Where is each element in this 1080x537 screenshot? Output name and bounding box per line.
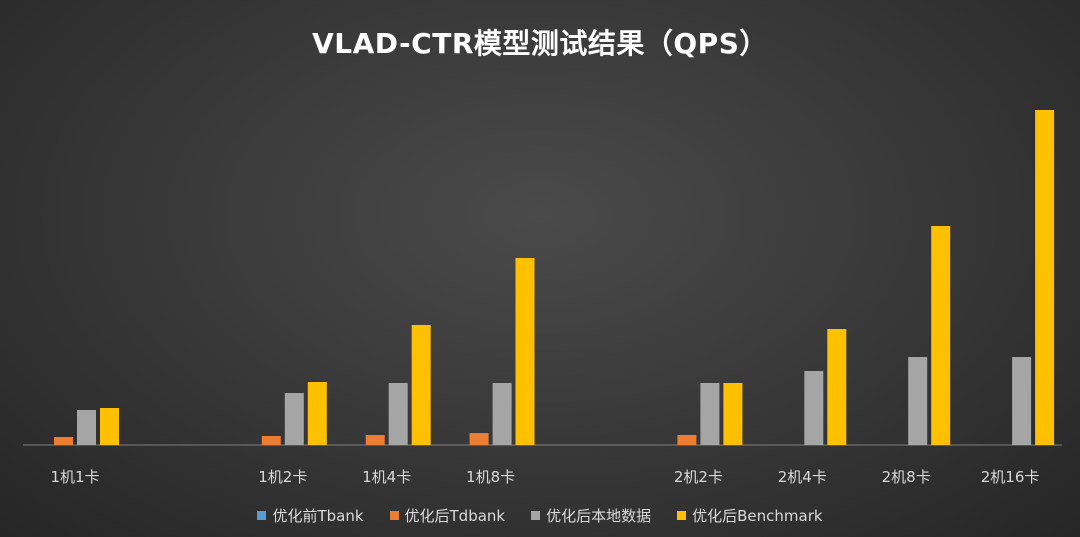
x-tick-label: 1机8卡 xyxy=(466,468,515,486)
legend-label: 优化前Tbank xyxy=(272,507,364,525)
bar-3-2 xyxy=(307,382,327,445)
bars-layer xyxy=(54,110,1055,445)
legend-label: 优化后Tdbank xyxy=(404,507,506,525)
bar-1-3 xyxy=(365,435,385,445)
x-tick-labels: 1机1卡 1机2卡 1机4卡 1机8卡 2机2卡 2机4卡 2机8卡 2机16卡 xyxy=(50,468,1039,486)
legend-swatch xyxy=(389,511,399,520)
x-tick-label: 2机4卡 xyxy=(778,468,827,486)
bar-2-9 xyxy=(1012,357,1032,445)
bar-3-4 xyxy=(515,258,535,445)
legend-item: 优化前Tbank xyxy=(257,505,364,526)
bar-2-3 xyxy=(388,383,408,445)
x-tick-label: 2机2卡 xyxy=(674,468,723,486)
bar-1-0 xyxy=(54,437,73,445)
x-tick-label: 2机16卡 xyxy=(981,468,1040,486)
x-tick-label: 1机2卡 xyxy=(258,468,307,486)
legend-item: 优化后本地数据 xyxy=(531,505,651,526)
chart-plot: 1机1卡 1机2卡 1机4卡 1机8卡 2机2卡 2机4卡 2机8卡 2机16卡 xyxy=(23,110,1062,486)
legend-swatch xyxy=(677,511,687,520)
x-tick-label: 1机1卡 xyxy=(50,468,99,486)
bar-2-4 xyxy=(492,383,512,445)
bar-2-6 xyxy=(700,383,720,445)
bar-1-6 xyxy=(677,435,697,445)
legend-item: 优化后Benchmark xyxy=(677,505,823,526)
legend-label: 优化后Benchmark xyxy=(692,507,823,525)
bar-1-2 xyxy=(261,436,281,445)
bar-3-7 xyxy=(827,329,847,445)
legend-swatch xyxy=(531,511,541,520)
bar-3-6 xyxy=(723,383,743,445)
bar-2-2 xyxy=(284,393,304,445)
bar-3-8 xyxy=(931,226,951,445)
bar-2-8 xyxy=(908,357,928,445)
legend-swatch xyxy=(257,511,267,520)
bar-2-0 xyxy=(77,410,96,445)
legend: 优化前Tbank 优化后Tdbank 优化后本地数据 优化后Benchmark xyxy=(0,505,1080,526)
legend-label: 优化后本地数据 xyxy=(546,507,652,525)
bar-3-9 xyxy=(1035,110,1055,445)
bar-3-3 xyxy=(411,325,431,445)
bar-2-7 xyxy=(804,371,824,445)
x-tick-label: 1机4卡 xyxy=(362,468,411,486)
legend-item: 优化后Tdbank xyxy=(389,505,506,526)
chart-title: VLAD-CTR模型测试结果（QPS） xyxy=(312,27,768,60)
bar-1-4 xyxy=(469,433,489,445)
x-tick-label: 2机8卡 xyxy=(882,468,931,486)
bar-3-0 xyxy=(100,408,119,445)
